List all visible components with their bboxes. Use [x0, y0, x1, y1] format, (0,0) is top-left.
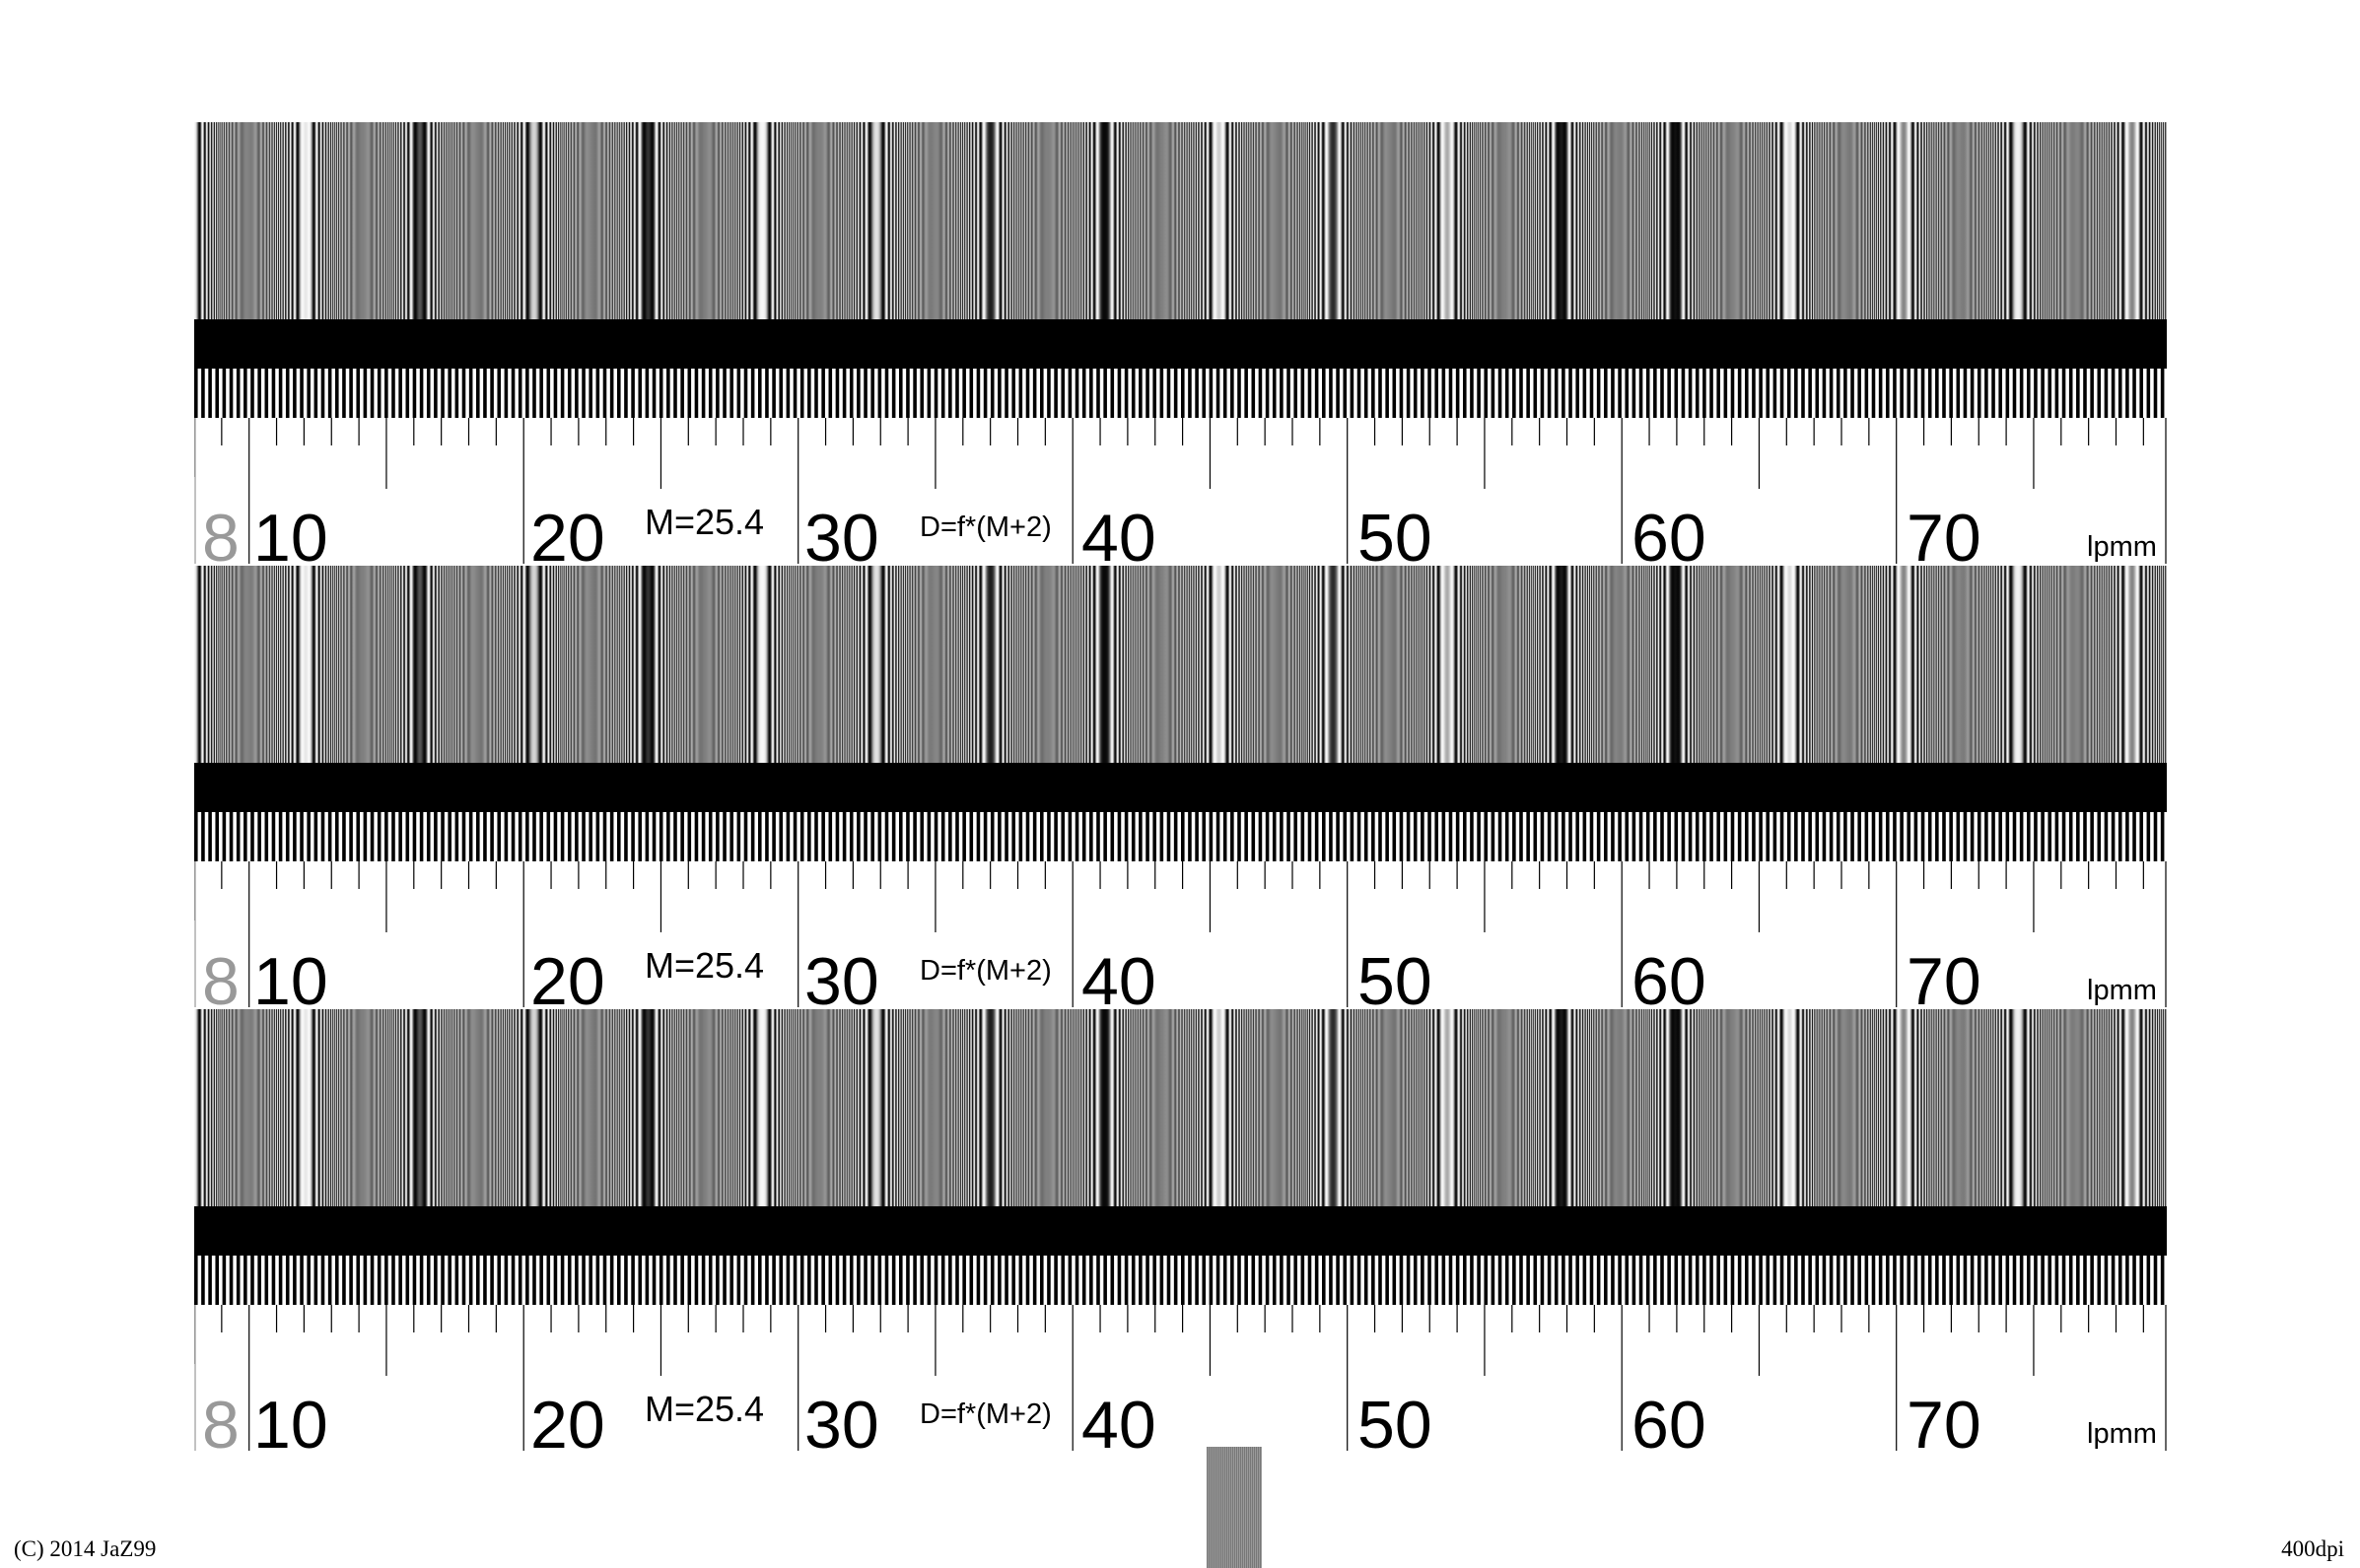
scale-label-20: 20 [530, 505, 605, 572]
comb-bars [194, 1256, 2165, 1305]
gray-fine-line-target [1207, 1447, 1262, 1568]
scale-label-60: 60 [1631, 505, 1706, 572]
scale-label-40: 40 [1081, 1392, 1156, 1459]
magnification-note: M=25.4 [645, 505, 764, 540]
test-pattern-block-2: 8 10 20 30 40 50 60 70 M=25.4 D=f*(M+2) … [194, 566, 2167, 1015]
scale-label-30: 30 [804, 948, 879, 1015]
copyright-text: (C) 2014 JaZ99 [14, 1536, 156, 1562]
comb-bars [194, 369, 2165, 418]
scale-label-30: 30 [804, 505, 879, 572]
test-pattern-block-1: 8 10 20 30 40 50 60 70 M=25.4 D=f*(M+2) … [194, 122, 2167, 572]
scale-label-40: 40 [1081, 948, 1156, 1015]
scale-label-10: 10 [253, 1392, 328, 1459]
scale-label-8: 8 [202, 1392, 240, 1459]
scale-label-10: 10 [253, 948, 328, 1015]
scale-label-70: 70 [1907, 948, 1981, 1015]
resolution-text: 400dpi [2281, 1536, 2344, 1562]
lpmm-scale-ruler [194, 1305, 2167, 1451]
scale-label-20: 20 [530, 948, 605, 1015]
magnification-note: M=25.4 [645, 948, 764, 984]
solid-black-band [194, 319, 2167, 369]
frequency-sweep-bars [194, 1009, 2167, 1206]
comb-bars [194, 812, 2165, 861]
unit-label: lpmm [2087, 1420, 2157, 1449]
distance-formula: D=f*(M+2) [920, 1400, 1052, 1429]
test-pattern-block-3: 8 10 20 30 40 50 60 70 M=25.4 D=f*(M+2) … [194, 1009, 2167, 1459]
distance-formula: D=f*(M+2) [920, 957, 1052, 986]
scale-label-8: 8 [202, 948, 240, 1015]
lpmm-scale-ruler [194, 861, 2167, 1007]
magnification-note: M=25.4 [645, 1392, 764, 1427]
scale-label-20: 20 [530, 1392, 605, 1459]
scale-label-30: 30 [804, 1392, 879, 1459]
lpmm-scale-ruler [194, 418, 2167, 564]
scale-label-70: 70 [1907, 1392, 1981, 1459]
scale-label-60: 60 [1631, 948, 1706, 1015]
scale-label-50: 50 [1357, 948, 1432, 1015]
unit-label: lpmm [2087, 977, 2157, 1005]
scale-label-60: 60 [1631, 1392, 1706, 1459]
scale-label-8: 8 [202, 505, 240, 572]
scale-label-40: 40 [1081, 505, 1156, 572]
scale-label-70: 70 [1907, 505, 1981, 572]
solid-black-band [194, 763, 2167, 812]
distance-formula: D=f*(M+2) [920, 513, 1052, 542]
frequency-sweep-bars [194, 566, 2167, 763]
frequency-sweep-bars [194, 122, 2167, 319]
unit-label: lpmm [2087, 533, 2157, 562]
scale-label-10: 10 [253, 505, 328, 572]
scale-label-50: 50 [1357, 505, 1432, 572]
scale-label-50: 50 [1357, 1392, 1432, 1459]
solid-black-band [194, 1206, 2167, 1256]
